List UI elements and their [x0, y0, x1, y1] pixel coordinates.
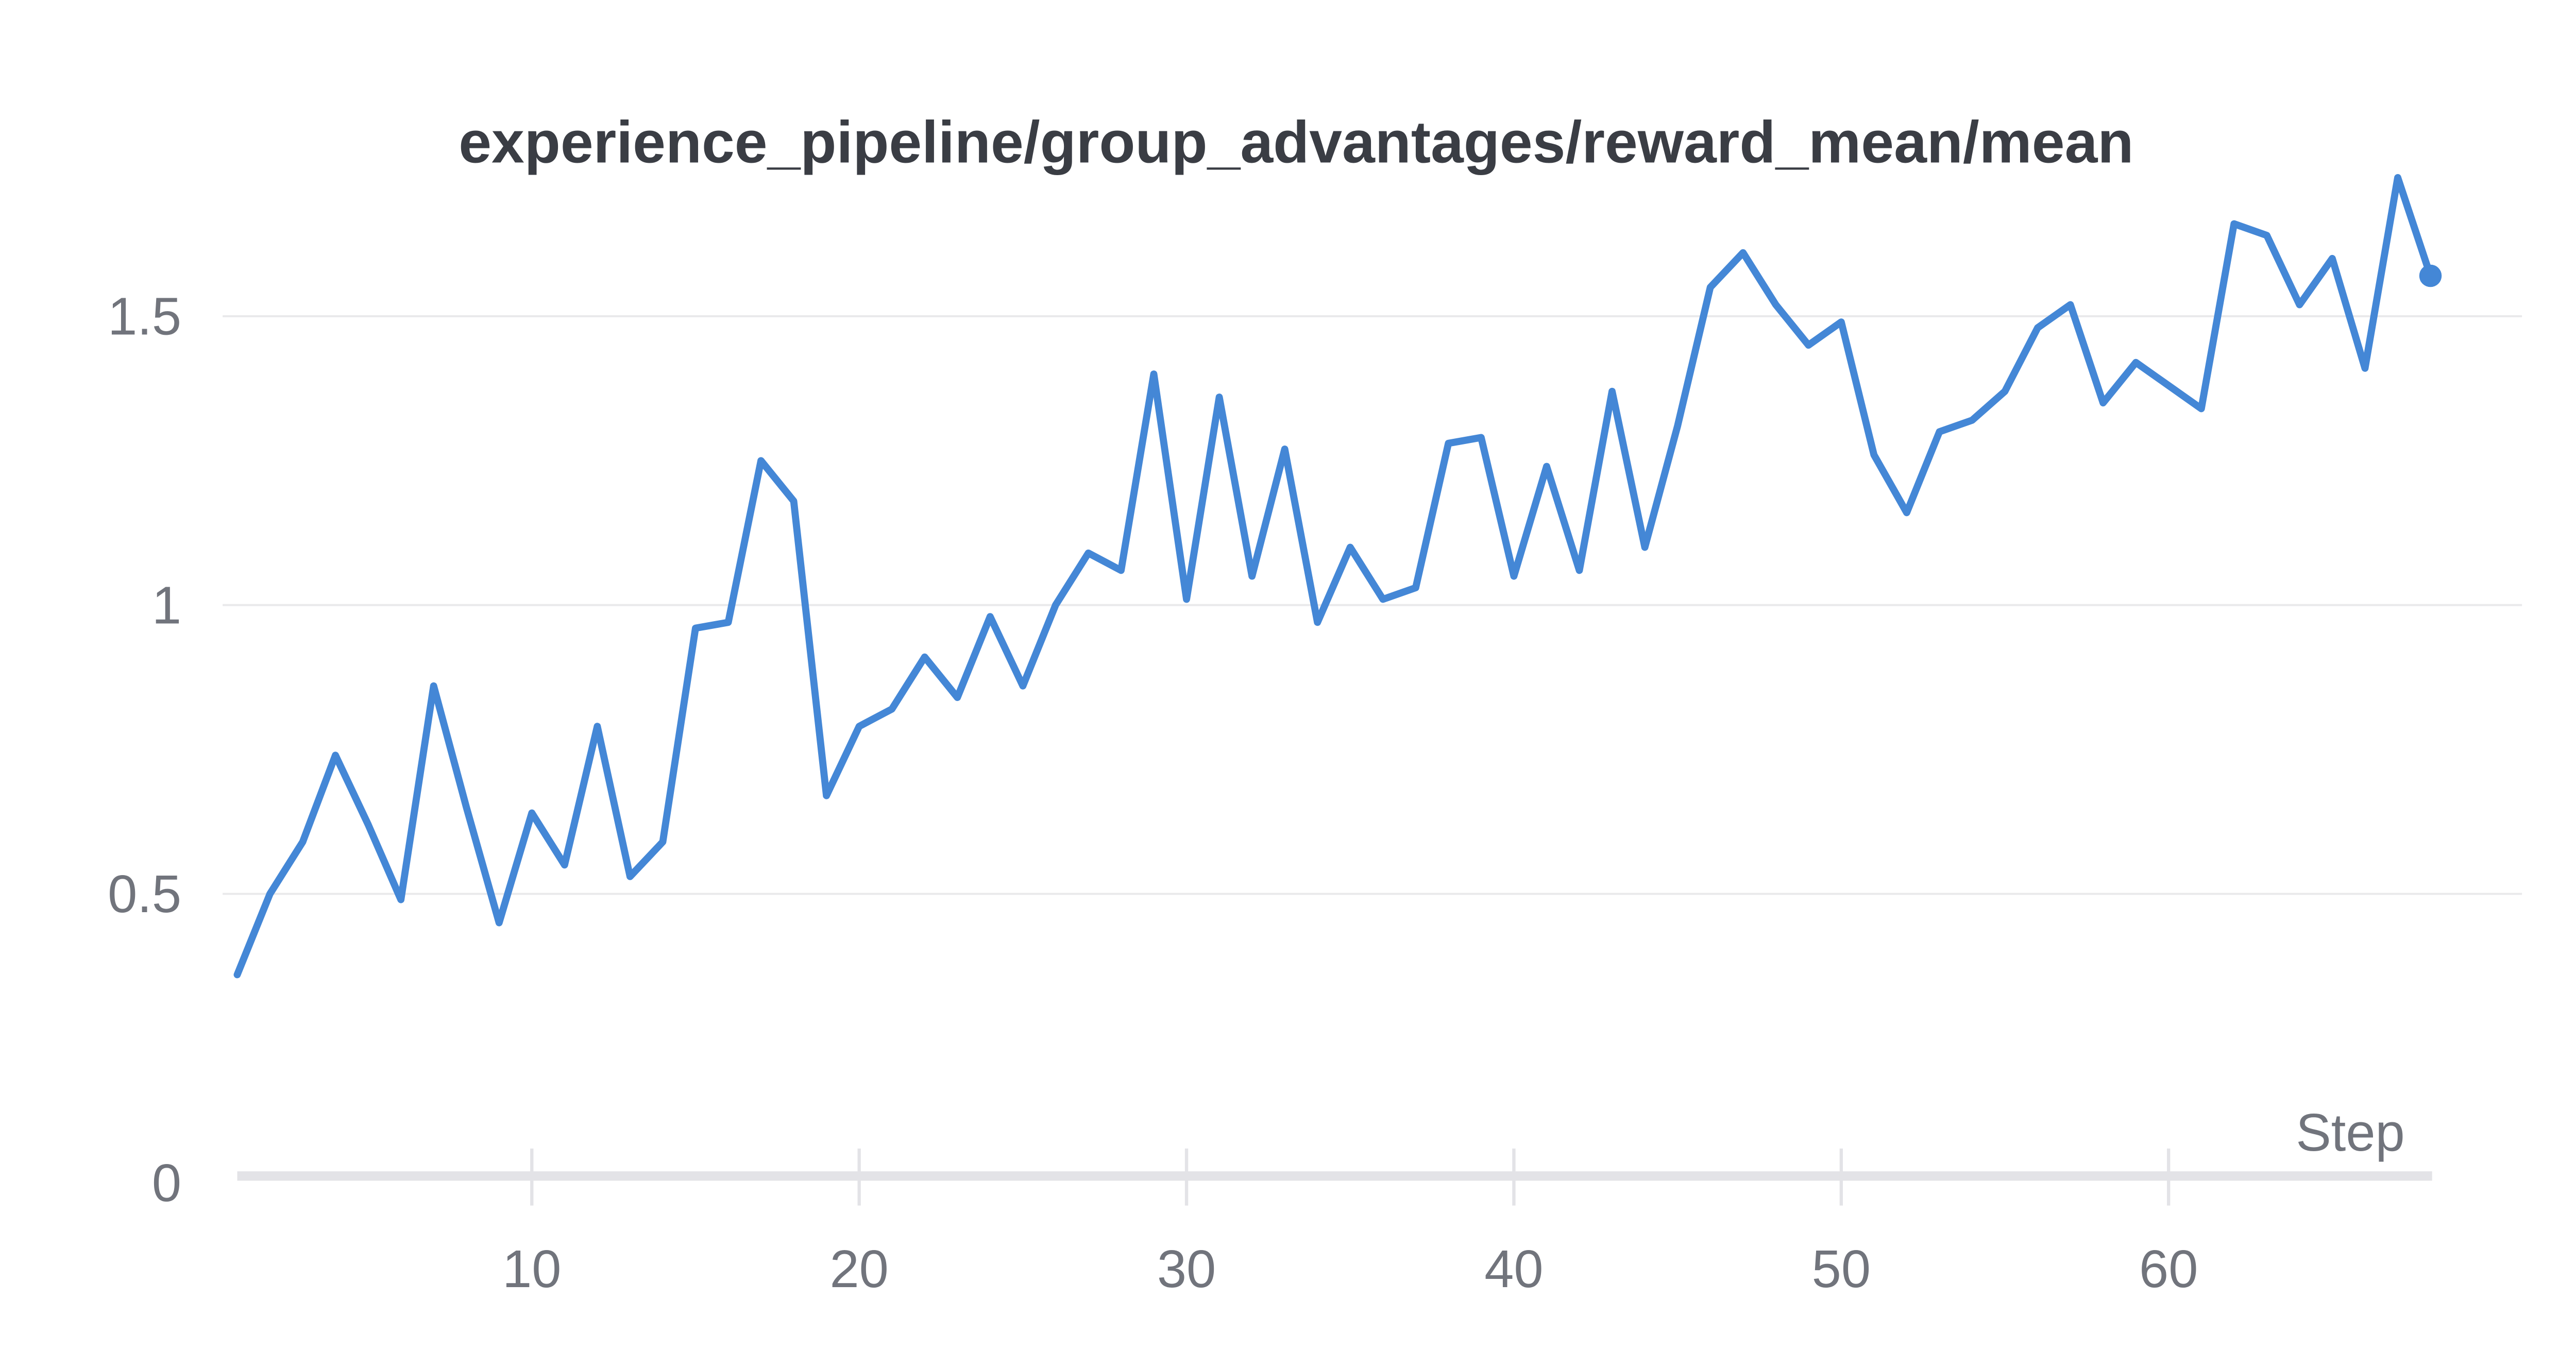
x-axis-line	[237, 1171, 2432, 1181]
x-axis-tick-label-10: 10	[502, 1239, 561, 1298]
series-line-reward-mean[interactable]	[233, 174, 2434, 979]
x-axis-tick-label-30: 30	[1157, 1239, 1216, 1298]
chart-background	[0, 7, 2576, 1361]
x-axis-tick-label-20: 20	[829, 1239, 888, 1298]
y-axis-tick-label-1: 1	[152, 575, 181, 635]
series-end-dot[interactable]	[2419, 264, 2442, 287]
y-axis-tick-label-0.5: 0.5	[108, 864, 181, 924]
x-axis-title: Step	[2296, 1103, 2405, 1162]
y-axis-tick-label-0: 0	[152, 1153, 181, 1212]
x-axis	[237, 1148, 2432, 1206]
x-axis-tick-label-60: 60	[2139, 1239, 2198, 1298]
axis-tick-labels: 0 0.5 1 1.5 10 20 30 40 50 60	[108, 287, 2198, 1298]
chart-title: experience_pipeline/group_advantages/rew…	[459, 109, 2133, 175]
gridlines	[223, 315, 2522, 895]
x-axis-tick-label-40: 40	[1484, 1239, 1543, 1298]
series-line-group[interactable]	[233, 174, 2442, 979]
x-axis-tick-label-50: 50	[1812, 1239, 1871, 1298]
y-axis-tick-label-1.5: 1.5	[108, 287, 181, 346]
